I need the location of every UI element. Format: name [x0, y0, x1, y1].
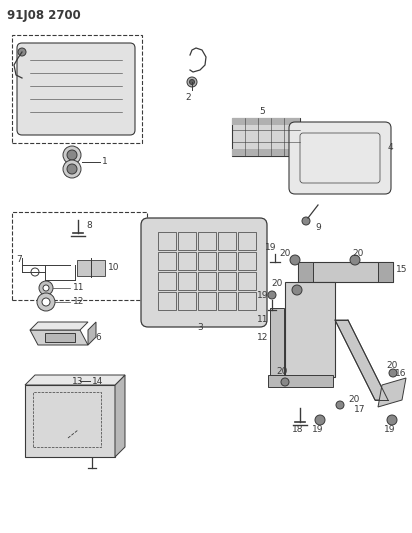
Bar — [238, 292, 256, 310]
Bar — [238, 272, 256, 290]
Polygon shape — [30, 330, 88, 345]
Circle shape — [336, 401, 344, 409]
Circle shape — [350, 255, 360, 265]
Bar — [218, 272, 236, 290]
Circle shape — [389, 369, 397, 377]
Bar — [198, 292, 216, 310]
Text: 19: 19 — [312, 425, 324, 434]
Bar — [298, 262, 313, 282]
Polygon shape — [30, 322, 88, 330]
Bar — [158, 232, 176, 250]
Circle shape — [281, 378, 289, 386]
Text: 3: 3 — [197, 324, 203, 333]
Circle shape — [290, 255, 300, 265]
Text: 6: 6 — [95, 333, 101, 342]
Text: 20: 20 — [352, 248, 364, 257]
Circle shape — [187, 77, 197, 87]
Circle shape — [67, 150, 77, 160]
Circle shape — [387, 415, 397, 425]
Text: 17: 17 — [354, 406, 366, 415]
Bar — [232, 118, 300, 156]
Circle shape — [315, 415, 325, 425]
Bar — [158, 272, 176, 290]
Bar — [270, 308, 284, 378]
Text: 10: 10 — [108, 263, 119, 272]
Bar — [218, 232, 236, 250]
Circle shape — [43, 285, 49, 291]
Text: 19: 19 — [384, 425, 396, 434]
Text: 1: 1 — [102, 157, 108, 166]
Text: 14: 14 — [92, 376, 103, 385]
Bar — [12, 212, 147, 300]
Circle shape — [67, 164, 77, 174]
Text: 19: 19 — [265, 244, 277, 253]
Circle shape — [37, 293, 55, 311]
Text: 18: 18 — [292, 425, 304, 434]
Bar — [158, 252, 176, 270]
Bar — [198, 272, 216, 290]
Text: 20: 20 — [348, 395, 359, 405]
Bar — [178, 272, 196, 290]
Bar — [298, 262, 393, 282]
Circle shape — [18, 48, 26, 56]
Text: 91J08 2700: 91J08 2700 — [7, 10, 81, 22]
Bar — [238, 252, 256, 270]
Text: 12: 12 — [73, 297, 84, 306]
Text: 20: 20 — [279, 248, 291, 257]
Bar — [238, 232, 256, 250]
Text: 16: 16 — [395, 369, 407, 378]
Bar — [378, 262, 393, 282]
Text: 20: 20 — [272, 279, 283, 287]
FancyBboxPatch shape — [289, 122, 391, 194]
Circle shape — [63, 146, 81, 164]
Bar — [198, 232, 216, 250]
Text: 11: 11 — [73, 284, 84, 293]
Bar — [178, 232, 196, 250]
Text: 12: 12 — [257, 334, 268, 343]
Circle shape — [302, 217, 310, 225]
Circle shape — [42, 298, 50, 306]
Bar — [198, 252, 216, 270]
Circle shape — [190, 79, 194, 85]
Text: 20: 20 — [276, 367, 288, 376]
Bar — [158, 292, 176, 310]
Text: 15: 15 — [396, 265, 407, 274]
FancyBboxPatch shape — [17, 43, 135, 135]
Polygon shape — [378, 378, 406, 407]
Bar — [33, 392, 101, 447]
Text: 20: 20 — [386, 361, 398, 370]
Text: 2: 2 — [185, 93, 191, 101]
Bar — [285, 282, 335, 377]
Text: 11: 11 — [257, 316, 268, 325]
Circle shape — [292, 285, 302, 295]
Polygon shape — [335, 320, 388, 400]
Bar — [178, 252, 196, 270]
Polygon shape — [115, 375, 125, 457]
Bar — [218, 292, 236, 310]
Bar — [77, 260, 105, 276]
Bar — [178, 292, 196, 310]
Bar — [218, 252, 236, 270]
Bar — [232, 149, 300, 156]
Text: 19: 19 — [257, 292, 268, 301]
Bar — [232, 118, 300, 125]
Circle shape — [63, 160, 81, 178]
Text: 13: 13 — [72, 376, 84, 385]
Circle shape — [268, 291, 276, 299]
Text: 4: 4 — [388, 143, 393, 152]
Bar — [12, 35, 142, 143]
Text: 5: 5 — [259, 108, 265, 117]
Text: 7: 7 — [16, 255, 22, 264]
Bar — [25, 385, 115, 457]
Polygon shape — [45, 333, 75, 342]
Text: 8: 8 — [86, 222, 92, 230]
FancyBboxPatch shape — [141, 218, 267, 327]
Text: 9: 9 — [315, 223, 321, 232]
Polygon shape — [25, 375, 125, 385]
Bar — [268, 375, 333, 387]
Circle shape — [39, 281, 53, 295]
Polygon shape — [88, 322, 96, 345]
